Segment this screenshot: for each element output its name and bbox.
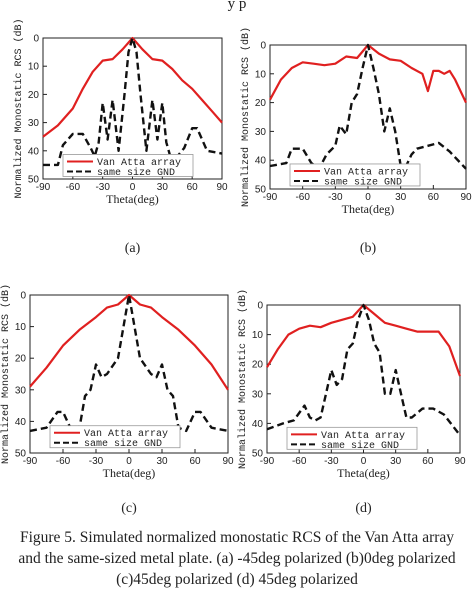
y-tick-label: 10 [255,69,267,80]
legend-label: same size GND [321,440,399,452]
legend-label: same size GND [324,176,402,188]
x-tick-label: 90 [216,182,228,193]
x-tick-label: 30 [157,182,169,193]
x-axis-label: Theta(deg) [106,192,159,206]
x-tick-label: 30 [156,456,168,467]
header-fragment: y p [227,0,247,12]
y-tick-label: 50 [252,449,264,460]
y-tick-label: 40 [28,146,40,157]
series-gnd-line [29,293,229,433]
legend-box [49,425,181,449]
x-tick-label: -60 [295,192,310,203]
x-tick-label: 30 [390,456,402,467]
y-tick-label: 0 [33,34,39,45]
y-tick-label: 20 [255,98,267,109]
series-gnd-line [43,36,223,167]
y-tick-label: 20 [252,360,264,371]
series-van-atta-line [42,36,223,138]
chart-3: 0 10 20 30 40 50-90 -60 -30 0 30 60 90 Theta(deg) Nor… [0,284,234,516]
series-van-atta-line [29,293,229,391]
y-tick-label: 40 [255,156,267,167]
y-tick-label: 20 [15,354,27,365]
y-tick-label: 50 [255,185,267,196]
caption-line-2: and the same-sized metal plate. (a) -45d… [18,550,456,567]
y-tick-label: 40 [252,419,264,430]
x-tick-label: -90 [263,192,278,203]
legend-box [286,426,418,450]
x-tick-label: 60 [187,182,199,193]
y-tick-label: 20 [28,90,40,101]
y-axis-label: Normalized Monostatic RCS (dB) [13,18,25,198]
y-tick-label: 50 [15,449,27,460]
x-axis-label: Theta(deg) [342,202,395,216]
x-axis-label: Theta(deg) [103,466,156,480]
x-tick-label: 0 [126,456,132,467]
y-tick-label: 30 [252,389,264,400]
series-van-atta-line [266,303,462,377]
y-axis-label: Normalized Monostatic RCS (dB) [237,289,249,469]
x-tick-label: -30 [324,456,339,467]
y-tick-label: 30 [255,127,267,138]
subfigure-label: (a) [125,241,141,256]
y-tick-label: 0 [257,301,263,312]
caption-line-1: Figure 5. Simulated normalized monostati… [19,529,455,546]
y-axis-label: Normalized Monostatic RCS (dB) [0,284,12,464]
legend-box [289,163,421,187]
x-tick-label: 60 [422,456,434,467]
x-tick-label: -30 [95,182,110,193]
x-tick-label: 0 [130,182,136,193]
x-tick-label: -30 [89,456,104,467]
legend-label: same size GND [84,438,162,450]
x-tick-label: 0 [361,456,367,467]
x-tick-label: -60 [66,182,81,193]
x-tick-label: -60 [56,456,71,467]
y-axis-label: Normalized Monostatic RCS (dB) [240,27,252,207]
legend-box [62,154,194,177]
x-tick-label: -90 [260,456,275,467]
y-tick-label: 50 [28,175,40,186]
chart-4: 0 10 20 30 40 50-90 -60 -30 0 30 60 90 Theta(deg) Nor… [237,289,466,516]
y-tick-label: 10 [252,330,264,341]
series-van-atta-line [269,43,467,104]
chart-2: 0 10 20 30 40 50-90 -60 -30 0 30 60 90 Theta(deg) Nor… [240,27,472,256]
legend-label: Van Atta array [84,429,168,440]
x-tick-label: 60 [189,456,201,467]
y-tick-label: 0 [260,41,266,52]
legend-label: Van Atta array [324,167,408,178]
x-tick-label: 90 [460,192,472,203]
subfigure-label: (c) [121,501,137,516]
x-tick-label: 30 [395,192,407,203]
y-tick-label: 30 [28,118,40,129]
legend-label: same size GND [97,167,175,179]
x-tick-label: -30 [328,192,343,203]
y-tick-label: 30 [15,385,27,396]
x-tick-label: -90 [36,182,51,193]
x-tick-label: -90 [23,456,38,467]
x-tick-label: 90 [222,456,234,467]
y-tick-label: 0 [20,291,26,302]
caption-line-3: (c)45deg polarized (d) 45deg polarized [116,571,358,588]
x-tick-label: 0 [365,192,371,203]
x-axis-label: Theta(deg) [337,466,390,480]
legend-label: Van Atta array [321,431,405,442]
y-tick-label: 40 [15,417,27,428]
y-tick-label: 10 [15,322,27,333]
subfigure-label: (d) [355,501,372,516]
x-tick-label: 60 [428,192,440,203]
subfigure-label: (b) [360,241,377,256]
y-tick-label: 10 [28,62,40,73]
legend-label: Van Atta array [97,158,181,169]
x-tick-label: -60 [292,456,307,467]
x-tick-label: 90 [454,456,466,467]
series-gnd-line [269,43,467,171]
chart-1: 0 10 20 30 40 50-90 -60 -30 0 30 60 90 Theta(deg) Nor… [13,18,228,256]
series-gnd-line [266,303,461,436]
